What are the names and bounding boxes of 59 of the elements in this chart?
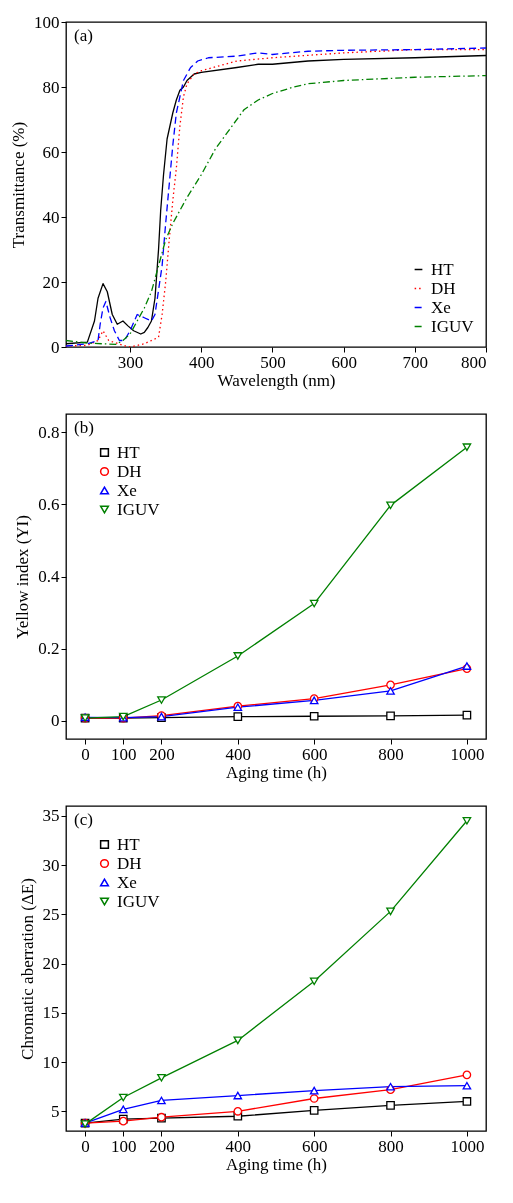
x-tick-label: 600 xyxy=(301,1136,328,1156)
annotation: (c) xyxy=(74,810,93,829)
y-tick-label: 0.6 xyxy=(38,494,60,514)
annotation: (a) xyxy=(74,26,93,45)
legend-label: DH xyxy=(117,853,142,873)
legend-label: Xe xyxy=(431,297,451,317)
x-tick-label: 800 xyxy=(461,352,487,372)
y-tick-label: 5 xyxy=(51,1101,60,1121)
x-axis-title: Aging time (h) xyxy=(225,1154,328,1174)
y-axis-title: Yellow index (YI) xyxy=(13,515,33,639)
y-tick-label: 10 xyxy=(42,1052,60,1072)
y-tick-label: 25 xyxy=(42,904,60,924)
x-tick-label: 700 xyxy=(402,352,429,372)
y-tick-label: 0.4 xyxy=(38,567,60,586)
x-tick-label: 1000 xyxy=(450,744,485,764)
y-tick-label: 15 xyxy=(42,1003,60,1023)
y-tick-label: 0.8 xyxy=(38,422,60,442)
y-tick-label: 20 xyxy=(42,954,60,974)
y-axis-title: Chromatic aberration (ΔE) xyxy=(17,878,37,1060)
x-tick-label: 400 xyxy=(225,744,252,764)
y-tick-label: 30 xyxy=(42,855,60,875)
x-tick-label: 1000 xyxy=(450,1136,485,1156)
x-axis-title: Wavelength (nm) xyxy=(217,370,336,390)
annotation: (b) xyxy=(74,418,94,437)
legend-label: Xe xyxy=(117,872,137,892)
y-tick-label: 80 xyxy=(42,77,60,97)
legend-label: IGUV xyxy=(431,316,475,336)
legend-label: HT xyxy=(117,834,141,854)
x-tick-label: 500 xyxy=(260,352,286,372)
x-tick-label: 800 xyxy=(378,744,404,764)
x-axis-title: Aging time (h) xyxy=(225,762,328,782)
y-tick-label: 60 xyxy=(42,142,60,162)
y-tick-label: 100 xyxy=(34,12,60,32)
legend-label: IGUV xyxy=(117,499,161,519)
x-tick-label: 200 xyxy=(149,744,175,764)
y-tick-label: 0 xyxy=(51,337,60,357)
legend-label: DH xyxy=(117,461,142,481)
x-tick-label: 400 xyxy=(225,1136,252,1156)
x-tick-label: 600 xyxy=(301,744,328,764)
legend-label: IGUV xyxy=(117,891,161,911)
x-tick-label: 600 xyxy=(331,352,357,372)
x-tick-label: 0 xyxy=(81,744,90,764)
x-tick-label: 200 xyxy=(149,1136,175,1156)
y-tick-label: 0.2 xyxy=(38,639,60,659)
legend-label: DH xyxy=(431,278,456,298)
legend-label: Xe xyxy=(117,480,137,500)
y-tick-label: 0 xyxy=(51,711,60,731)
x-tick-label: 100 xyxy=(111,744,137,764)
y-tick-label: 40 xyxy=(42,207,60,227)
x-tick-label: 0 xyxy=(81,1136,90,1156)
x-tick-label: 300 xyxy=(117,352,144,372)
legend-label: HT xyxy=(117,442,141,462)
y-axis-title: Transmittance (%) xyxy=(9,121,28,249)
x-tick-label: 800 xyxy=(378,1136,404,1156)
y-tick-label: 35 xyxy=(42,806,60,826)
legend-label: HT xyxy=(431,259,455,279)
y-tick-label: 20 xyxy=(42,272,60,292)
x-tick-label: 400 xyxy=(189,352,215,372)
x-tick-label: 100 xyxy=(111,1136,137,1156)
